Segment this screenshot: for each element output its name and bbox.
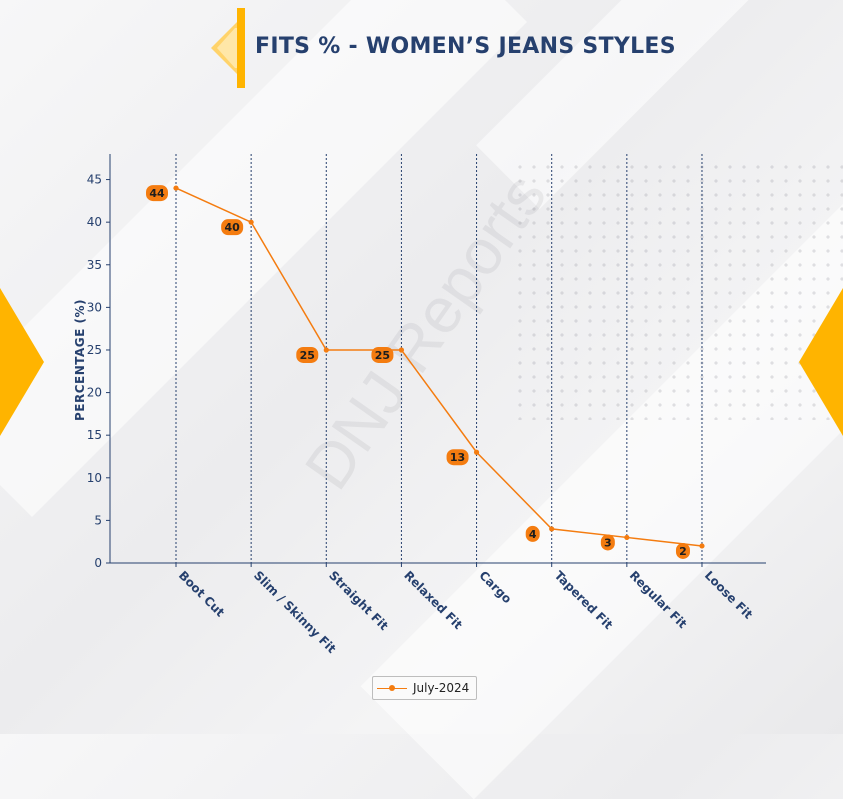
data-point bbox=[248, 219, 254, 225]
chart-title: FITS % - WOMEN’S JEANS STYLES bbox=[255, 34, 676, 59]
right-accent-triangle bbox=[799, 288, 843, 436]
data-label: 13 bbox=[450, 451, 465, 464]
legend: July-2024 bbox=[372, 676, 478, 700]
series-line bbox=[175, 187, 703, 547]
background-dot-pattern bbox=[513, 160, 843, 420]
data-label-bubble bbox=[371, 346, 394, 363]
y-tick-label: 25 bbox=[87, 343, 102, 357]
data-label-bubble bbox=[675, 542, 690, 559]
x-tick-label: Regular Fit bbox=[627, 568, 690, 631]
y-tick-label: 20 bbox=[87, 386, 102, 400]
data-label-bubble bbox=[146, 185, 168, 202]
legend-line-marker-icon bbox=[377, 682, 407, 694]
data-point bbox=[699, 543, 705, 549]
x-tick-label: Loose Fit bbox=[702, 568, 756, 622]
data-point bbox=[323, 347, 329, 353]
left-accent-triangle bbox=[0, 288, 44, 436]
data-point bbox=[473, 449, 480, 455]
line-chart: 0 5 10 15 20 25 30 35 40 45 Boot Cut Slim / Skinny … bbox=[73, 154, 766, 656]
data-label-bubble bbox=[525, 525, 540, 542]
grid-layer bbox=[175, 154, 703, 563]
data-label: 3 bbox=[604, 536, 612, 549]
chevron-left-icon bbox=[211, 20, 245, 76]
data-point bbox=[398, 347, 405, 353]
axes-layer: 0 5 10 15 20 25 30 35 40 45 Boot Cut Slim / Skinny … bbox=[87, 154, 766, 656]
legend-entry-label: July-2024 bbox=[413, 681, 470, 695]
y-tick-label: 40 bbox=[87, 215, 102, 229]
data-label: 40 bbox=[224, 221, 240, 234]
x-tick-label: Relaxed Fit bbox=[401, 568, 465, 632]
data-point bbox=[624, 534, 630, 541]
data-labels-layer: 44 40 25 25 13 4 3 2 bbox=[146, 185, 690, 559]
data-point bbox=[549, 526, 555, 532]
data-label-bubble bbox=[446, 449, 469, 466]
series-layer bbox=[173, 185, 705, 549]
y-tick-label: 35 bbox=[87, 258, 102, 272]
data-point bbox=[173, 185, 179, 191]
data-label: 4 bbox=[529, 528, 537, 541]
title-accent-bar bbox=[237, 8, 245, 88]
y-tick-label: 10 bbox=[87, 471, 102, 485]
x-tick-label: Cargo bbox=[476, 568, 514, 606]
data-label: 25 bbox=[300, 349, 315, 362]
data-label: 44 bbox=[149, 187, 165, 200]
data-label-bubble bbox=[296, 346, 319, 363]
y-tick-label: 15 bbox=[87, 428, 102, 442]
data-label-bubble bbox=[221, 219, 244, 236]
data-label: 25 bbox=[375, 349, 390, 362]
x-tick-label: Tapered Fit bbox=[552, 568, 616, 632]
data-label-bubble bbox=[600, 534, 615, 551]
y-tick-label: 30 bbox=[87, 300, 102, 314]
x-tick-label: Boot Cut bbox=[176, 568, 228, 620]
y-tick-label: 45 bbox=[87, 173, 102, 187]
y-tick-label: 5 bbox=[94, 513, 102, 527]
y-tick-label: 0 bbox=[94, 556, 102, 570]
y-axis-label: PERCENTAGE (%) bbox=[73, 299, 87, 421]
data-label: 2 bbox=[679, 545, 687, 558]
x-tick-label: Straight Fit bbox=[326, 568, 391, 633]
x-tick-label: Slim / Skinny Fit bbox=[251, 568, 339, 656]
